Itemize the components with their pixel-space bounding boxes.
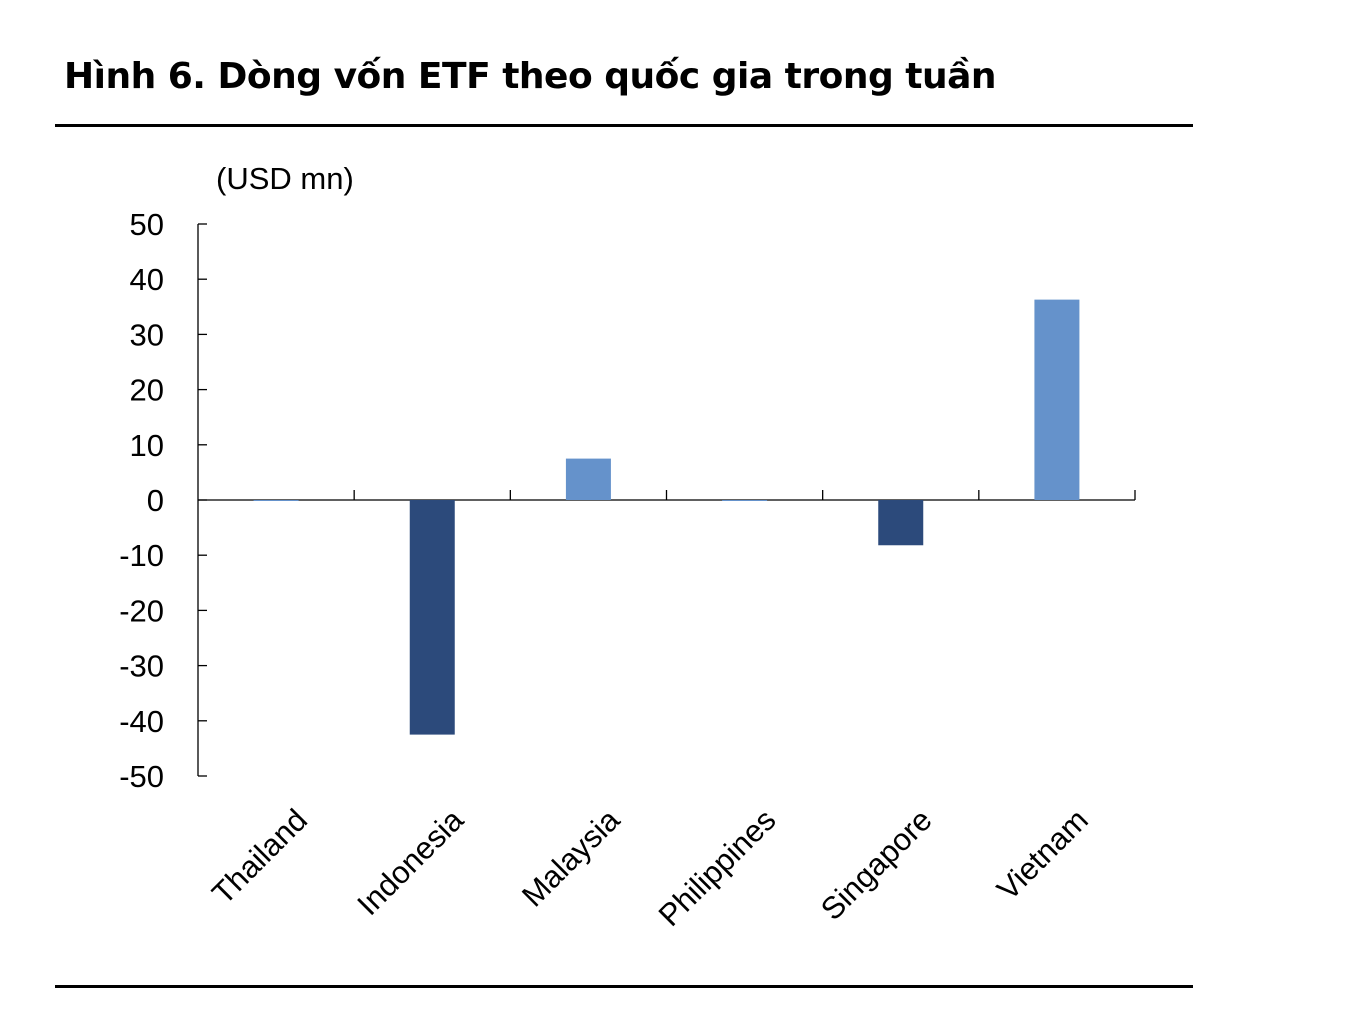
y-tick-label: 50	[130, 207, 164, 242]
y-tick-label: -20	[119, 593, 164, 628]
y-tick-label: 0	[147, 483, 164, 518]
top-divider	[55, 124, 1193, 127]
x-tick-label: Thailand	[205, 802, 314, 911]
y-tick-label: -40	[119, 704, 164, 739]
x-tick-label: Indonesia	[350, 802, 470, 922]
y-unit-label: (USD mn)	[216, 161, 354, 196]
y-tick-label: 10	[130, 428, 164, 463]
x-tick-label: Singapore	[814, 802, 939, 927]
bar-malaysia	[565, 458, 611, 500]
y-tick-label: 20	[130, 373, 164, 408]
bottom-divider	[55, 985, 1193, 988]
chart-title: Hình 6. Dòng vốn ETF theo quốc gia trong…	[64, 56, 997, 97]
y-tick-label: -50	[119, 759, 164, 794]
x-tick-label: Vietnam	[990, 802, 1095, 907]
bar-thailand	[253, 500, 299, 501]
bar-philippines	[722, 500, 768, 501]
bar-vietnam	[1034, 299, 1080, 500]
bar-indonesia	[409, 500, 455, 735]
x-tick-label: Malaysia	[515, 802, 627, 914]
x-tick-label: Philippines	[652, 802, 783, 933]
y-tick-label: 30	[130, 317, 164, 352]
y-tick-label: -10	[119, 538, 164, 573]
y-tick-label: 40	[130, 262, 164, 297]
bar-singapore	[878, 500, 924, 546]
y-tick-label: -30	[119, 649, 164, 684]
